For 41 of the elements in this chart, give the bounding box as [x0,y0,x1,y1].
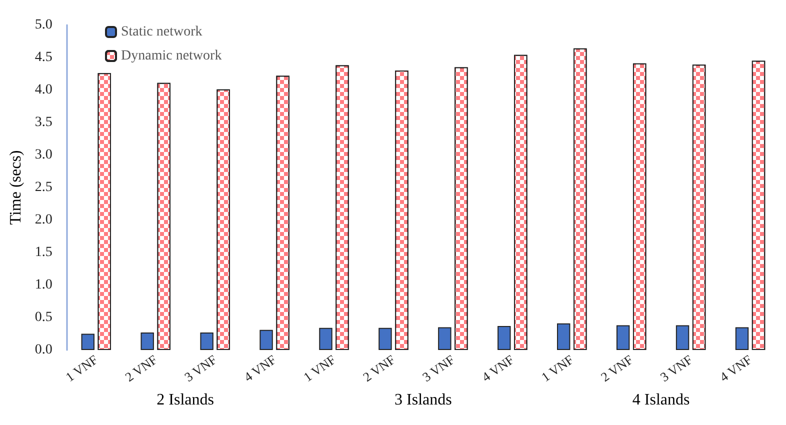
x-tick-label: 4 VNF [479,352,517,385]
x-tick-label: 3 VNF [657,352,696,385]
bar [498,326,511,350]
y-tick-label: 2.0 [34,212,52,228]
bar [378,328,392,350]
y-tick-label: 3.5 [34,115,52,130]
bar [438,327,452,350]
text: 4 Islands [632,392,690,408]
legend-label: Static network [121,24,202,40]
bar [735,327,749,350]
bar [676,325,690,350]
bar [81,334,94,350]
y-tick-label: 0.0 [34,342,52,358]
bar [140,332,154,350]
x-tick-label: 2 VNF [360,352,398,385]
x-tick-label: 4 VNF [716,352,755,385]
x-tick-label: 3 VNF [182,352,220,385]
bar [200,332,214,350]
x-tick-label: 1 VNF [300,352,338,385]
x-tick-label: 4 VNF [241,352,279,385]
bar [260,330,273,350]
text: 3 Islands [394,392,452,408]
legend-label: Dynamic network [121,48,222,64]
y-tick-label: 1.5 [34,245,52,260]
y-tick-label: 4.5 [34,50,52,65]
bar [557,323,570,350]
y-tick-label: 5.0 [34,18,52,32]
x-tick-label: 1 VNF [538,352,576,385]
x-tick-label: 2 VNF [598,352,636,385]
y-tick-label: 4.0 [34,82,52,98]
text: 2 Islands [156,392,214,408]
y-tick-label: 0.5 [34,310,52,325]
y-tick-label: 2.5 [34,180,52,195]
bar [616,325,630,350]
x-tick-label: 3 VNF [420,352,458,385]
y-axis-title: Time (secs) [8,150,24,225]
y-tick-label: 3.0 [34,148,52,162]
y-tick-label: 1.0 [34,278,52,292]
bar [319,328,332,350]
x-tick-label: 2 VNF [122,352,160,385]
x-tick-label: 1 VNF [62,352,100,385]
